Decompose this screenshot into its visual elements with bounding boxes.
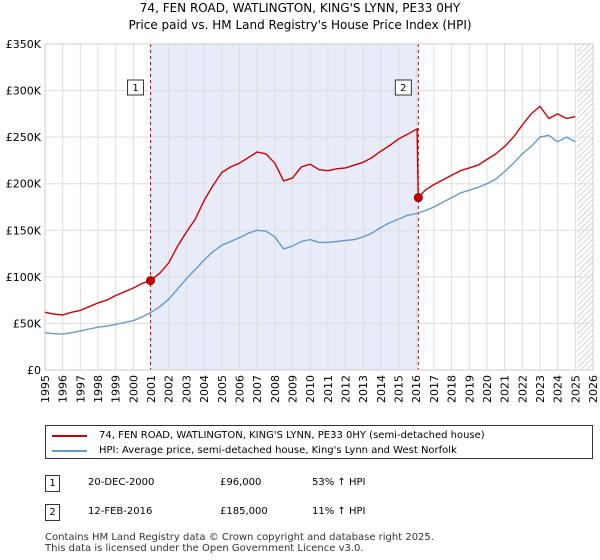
transaction-date: 12-FEB-2016	[88, 506, 153, 517]
x-tick-label: 2025	[569, 375, 582, 403]
sale-period-shading	[150, 44, 419, 370]
legend-item-property: 74, FEN ROAD, WATLINGTON, KING'S LYNN, P…	[52, 428, 485, 443]
x-tick-label: 1996	[57, 375, 70, 403]
x-tick-label: 2016	[410, 375, 423, 403]
sale-number-box	[127, 79, 145, 96]
transaction-date: 20-DEC-2000	[88, 477, 155, 488]
x-tick-label: 2007	[251, 375, 264, 403]
y-tick-label: £50K	[13, 317, 42, 330]
x-tick-label: 2010	[304, 375, 317, 403]
x-tick-label: 2001	[145, 375, 158, 403]
x-tick-label: 2011	[322, 375, 335, 403]
y-tick-label: £100K	[6, 271, 42, 284]
x-tick-label: 1997	[74, 375, 87, 403]
footer-licence: This data is licensed under the Open Gov…	[45, 543, 364, 554]
x-tick-label: 2000	[127, 375, 140, 403]
hpi-line	[44, 134, 576, 335]
transaction-marker: 1	[45, 475, 60, 492]
x-tick-label: 2008	[269, 375, 282, 403]
x-tick-label: 2017	[428, 375, 441, 403]
x-tick-label: 2006	[233, 375, 246, 403]
footer: Contains HM Land Registry data © Crown c…	[45, 532, 434, 554]
x-tick-label: 1998	[92, 375, 105, 403]
x-tick-label: 1999	[110, 375, 123, 403]
plot-frame	[44, 43, 594, 371]
x-tick-label: 2012	[340, 375, 353, 403]
transaction-hpi-delta: 53% ↑ HPI	[312, 477, 366, 488]
y-tick-label: £300K	[6, 85, 42, 98]
x-tick-label: 2014	[375, 375, 388, 403]
transaction-hpi-delta: 11% ↑ HPI	[312, 506, 366, 517]
x-tick-label: 2003	[180, 375, 193, 403]
sale-number-box	[394, 79, 412, 96]
x-tick-label: 2005	[216, 375, 229, 403]
transaction-price: £96,000	[220, 477, 262, 488]
sale-point	[413, 193, 423, 203]
sale-point	[146, 276, 156, 286]
x-tick-label: 2015	[393, 375, 406, 403]
x-tick-label: 2018	[446, 375, 459, 403]
forecast-hatch	[577, 44, 593, 370]
legend-item-hpi: HPI: Average price, semi-detached house,…	[52, 443, 457, 458]
x-tick-label: 2024	[552, 375, 565, 403]
legend-swatch-property	[52, 434, 87, 437]
sale-number-label: 2	[400, 83, 406, 94]
footer-copyright: Contains HM Land Registry data © Crown c…	[45, 532, 434, 543]
x-tick-label: 2004	[198, 375, 211, 403]
y-tick-label: £200K	[6, 178, 42, 191]
legend-swatch-hpi	[52, 449, 87, 452]
legend-label-property: 74, FEN ROAD, WATLINGTON, KING'S LYNN, P…	[99, 430, 485, 441]
x-tick-label: 2023	[534, 375, 547, 403]
x-tick-label: 2019	[463, 375, 476, 403]
title-line-1: 74, FEN ROAD, WATLINGTON, KING'S LYNN, P…	[139, 1, 461, 15]
sale-number-label: 1	[132, 83, 138, 94]
x-tick-label: 2026	[587, 375, 600, 403]
title-line-2: Price paid vs. HM Land Registry's House …	[128, 18, 472, 32]
chart-title: 74, FEN ROAD, WATLINGTON, KING'S LYNN, P…	[0, 0, 600, 34]
x-tick-label: 2013	[357, 375, 370, 403]
price-chart: £0 £50K £100K £150K £200K £250K £300K £350K 1995…	[6, 38, 600, 403]
x-tick-label: 2009	[286, 375, 299, 403]
transaction-marker: 2	[45, 504, 60, 521]
y-tick-label: £250K	[6, 131, 42, 144]
y-tick-label: £150K	[6, 224, 42, 237]
transaction-price: £185,000	[220, 506, 268, 517]
x-tick-label: 2022	[516, 375, 529, 403]
y-tick-label: £350K	[6, 38, 42, 51]
chart-legend: 74, FEN ROAD, WATLINGTON, KING'S LYNN, P…	[45, 425, 593, 459]
x-tick-label: 2020	[481, 375, 494, 403]
property-price-line	[44, 105, 576, 316]
x-tick-label: 2002	[163, 375, 176, 403]
x-tick-label: 1995	[39, 375, 52, 403]
x-tick-label: 2021	[499, 375, 512, 403]
legend-label-hpi: HPI: Average price, semi-detached house,…	[99, 445, 457, 456]
y-tick-label: £0	[27, 364, 41, 377]
